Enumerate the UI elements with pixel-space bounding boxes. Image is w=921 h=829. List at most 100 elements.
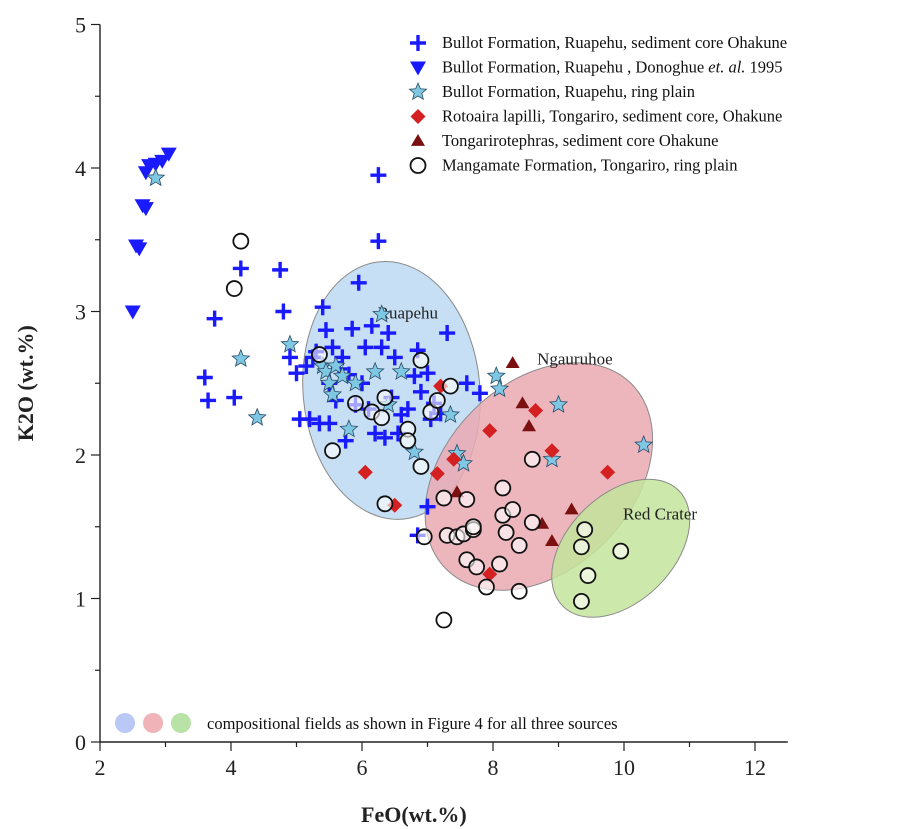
point-plus [370,167,387,184]
point-plus [344,320,361,337]
point-plus [367,425,384,442]
y-tick-label: 1 [75,587,86,612]
point-plus [272,261,289,278]
legend: Bullot Formation, Ruapehu, sediment core… [408,33,787,175]
y-tick-label: 4 [75,156,86,181]
legend-label: Bullot Formation, Ruapehu, sediment core… [442,33,787,52]
y-tick-label: 2 [75,443,86,468]
point-triangle-down [124,305,141,320]
point-star [404,442,424,461]
point-triangle-up [522,419,537,432]
point-plus [471,385,488,402]
x-tick-label: 8 [488,755,499,780]
point-circle [494,479,512,497]
point-circle [497,524,515,541]
point-diamond [429,466,445,482]
point-circle [442,377,459,395]
point-plus [439,325,456,342]
point-circle [573,538,590,556]
x-tick-label: 12 [744,755,766,780]
y-tick-label: 0 [75,730,86,755]
point-plus [206,310,223,327]
point-diamond [446,451,462,467]
point-plus [399,401,416,418]
point-plus [357,339,374,356]
point-circle [428,392,446,409]
legend-label: Bullot Formation, Ruapehu, ring plain [442,82,695,101]
point-plus [196,369,213,386]
point-diamond [544,443,560,459]
note-swatch [115,713,135,733]
point-star [489,378,510,398]
point-plus [281,349,298,366]
legend-marker-plus [410,35,426,51]
point-circle [412,351,430,369]
point-diamond [600,464,616,480]
point-circle [579,567,597,584]
y-axis-title: K2O (wt.%) [13,325,38,441]
point-plus [275,303,292,320]
point-plus [317,322,334,339]
point-triangle-up [544,534,559,546]
point-circle [523,514,541,531]
x-tick-label: 2 [95,755,106,780]
point-star [486,366,506,385]
legend-marker-triangle-down [410,61,426,76]
point-plus [200,392,217,409]
note-swatch [143,713,163,733]
point-plus [298,358,315,375]
legend-marker-star [408,81,428,101]
point-triangle-up [515,396,530,409]
point-plus [386,349,403,366]
point-circle [415,528,433,546]
point-plus [370,233,387,250]
point-star [339,419,359,438]
y-tick-label: 5 [75,13,86,38]
legend-marker-circle [409,157,427,174]
point-star [319,373,339,392]
point-circle [412,458,430,475]
legend-label: Bullot Formation, Ruapehu , Donoghue et.… [442,58,783,77]
point-star [542,449,562,468]
point-star [391,361,411,380]
fields-note: compositional fields as shown in Figure … [115,713,618,733]
point-circle [510,582,528,600]
point-plus [314,299,331,316]
field-labels: Ruapehu Ngauruhoe Red Crater [378,304,698,524]
point-circle [468,558,486,576]
point-plus [350,274,367,291]
point-circle [478,578,495,596]
point-triangle-down [154,154,171,169]
point-circle [376,389,394,407]
point-star [326,355,346,375]
point-plus [412,383,429,400]
point-circle [435,489,453,507]
point-circle [435,611,453,629]
point-star [231,348,251,367]
point-circle [523,450,541,468]
point-circle [504,501,522,518]
point-triangle-up [505,356,520,369]
point-triangle-down [160,147,177,162]
x-axis-title: FeO(wt.%) [361,802,467,827]
point-plus [419,365,436,382]
point-star [372,304,392,323]
x-tick-label: 4 [226,755,237,780]
point-circle [399,432,417,450]
point-plus [419,498,436,515]
point-triangle-up [564,502,579,515]
legend-label: Rotoaira lapilli, Tongariro, sediment co… [442,107,782,126]
point-circle [464,518,482,536]
point-plus [324,339,341,356]
point-plus [458,375,475,392]
point-diamond [482,566,498,582]
point-triangle-down [137,202,154,217]
point-diamond [482,423,498,439]
point-circle [576,521,594,539]
legend-label-part: Bullot Formation, Ruapehu , Donoghue [442,58,708,77]
point-star [345,373,366,392]
field-label-red-crater: Red Crater [623,505,697,524]
point-circle [225,280,243,297]
point-circle [510,537,528,554]
